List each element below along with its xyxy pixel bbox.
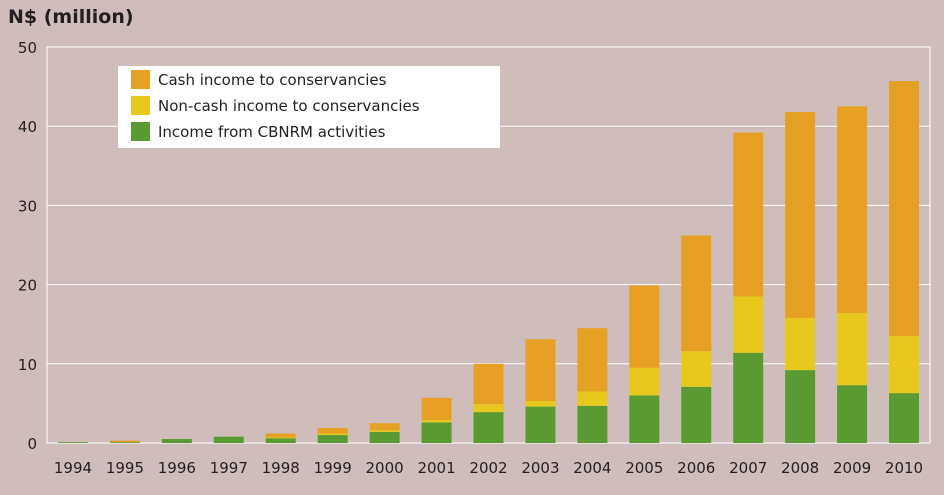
bar-segment bbox=[421, 397, 452, 421]
bars bbox=[57, 81, 920, 443]
axes: 0 10 20 30 40 50 1994 1995 1996 1997 1998 1999 2000 2… bbox=[18, 39, 923, 477]
bar-segment bbox=[473, 412, 504, 443]
bar-segment bbox=[265, 433, 296, 438]
bar-segment bbox=[577, 328, 608, 392]
bar-segment bbox=[785, 317, 816, 371]
y-tick-label: 0 bbox=[27, 435, 37, 453]
x-tick-label: 2005 bbox=[625, 459, 663, 477]
bar-segment bbox=[681, 351, 712, 387]
y-tick-label: 10 bbox=[18, 356, 37, 374]
bar-segment bbox=[317, 433, 348, 436]
bar-segment bbox=[265, 438, 296, 443]
bar-segment bbox=[889, 393, 920, 443]
x-tick-label: 2001 bbox=[417, 459, 455, 477]
legend-label: Cash income to conservancies bbox=[158, 71, 387, 89]
x-tick-label: 2003 bbox=[521, 459, 559, 477]
bar-segment bbox=[629, 395, 660, 443]
bar-segment bbox=[525, 339, 556, 402]
bar-segment bbox=[629, 367, 660, 396]
x-tick-label: 1997 bbox=[210, 459, 248, 477]
bar-segment bbox=[681, 235, 712, 352]
bar-segment bbox=[733, 296, 764, 353]
x-tick-label: 2000 bbox=[366, 459, 404, 477]
bar-segment bbox=[889, 81, 920, 337]
legend-box bbox=[118, 66, 500, 148]
x-tick-label: 2008 bbox=[781, 459, 819, 477]
bar-segment bbox=[161, 439, 192, 443]
legend-label: Income from CBNRM activities bbox=[158, 123, 386, 141]
bar-segment bbox=[785, 370, 816, 443]
x-tick-label: 2010 bbox=[885, 459, 923, 477]
x-tick-label: 2009 bbox=[833, 459, 871, 477]
bar-segment bbox=[473, 363, 504, 405]
y-axis-title: N$ (million) bbox=[8, 6, 134, 28]
bar-segment bbox=[837, 313, 868, 386]
bar-segment bbox=[733, 132, 764, 297]
bar-segment bbox=[421, 420, 452, 423]
bar-segment bbox=[525, 401, 556, 407]
bar-segment bbox=[421, 422, 452, 443]
bar-segment bbox=[837, 385, 868, 443]
bar-segment bbox=[629, 285, 660, 368]
bar-segment bbox=[525, 406, 556, 443]
bar-segment bbox=[109, 440, 140, 443]
legend-swatch bbox=[131, 122, 150, 141]
y-tick-label: 50 bbox=[18, 39, 37, 57]
x-tick-label: 1995 bbox=[106, 459, 144, 477]
x-tick-label: 1999 bbox=[314, 459, 352, 477]
bar-segment bbox=[369, 423, 400, 431]
y-tick-label: 20 bbox=[18, 277, 37, 295]
x-tick-label: 2002 bbox=[469, 459, 507, 477]
legend-swatch bbox=[131, 96, 150, 115]
bar-segment bbox=[785, 111, 816, 318]
x-tick-label: 1994 bbox=[54, 459, 92, 477]
bar-segment bbox=[473, 404, 504, 413]
legend-swatch bbox=[131, 70, 150, 89]
bar-segment bbox=[317, 427, 348, 434]
bar-segment bbox=[577, 391, 608, 406]
x-tick-label: 1996 bbox=[158, 459, 196, 477]
y-tick-label: 30 bbox=[18, 197, 37, 215]
bar-segment bbox=[369, 430, 400, 432]
bar-segment bbox=[369, 431, 400, 443]
bar-segment bbox=[265, 437, 296, 439]
bar-segment bbox=[213, 436, 244, 443]
x-tick-label: 2006 bbox=[677, 459, 715, 477]
bar-segment bbox=[837, 106, 868, 314]
bar-segment bbox=[889, 336, 920, 394]
x-tick-label: 2007 bbox=[729, 459, 767, 477]
legend-label: Non-cash income to conservancies bbox=[158, 97, 420, 115]
bar-segment bbox=[577, 405, 608, 443]
y-tick-label: 40 bbox=[18, 118, 37, 136]
bar-segment bbox=[317, 435, 348, 443]
bar-segment bbox=[109, 442, 140, 443]
x-tick-label: 2004 bbox=[573, 459, 611, 477]
bar-segment bbox=[733, 352, 764, 443]
legend: Cash income to conservancies Non-cash inc… bbox=[118, 66, 500, 148]
bar-segment bbox=[57, 442, 88, 443]
x-tick-label: 1998 bbox=[262, 459, 300, 477]
bar-segment bbox=[681, 386, 712, 443]
